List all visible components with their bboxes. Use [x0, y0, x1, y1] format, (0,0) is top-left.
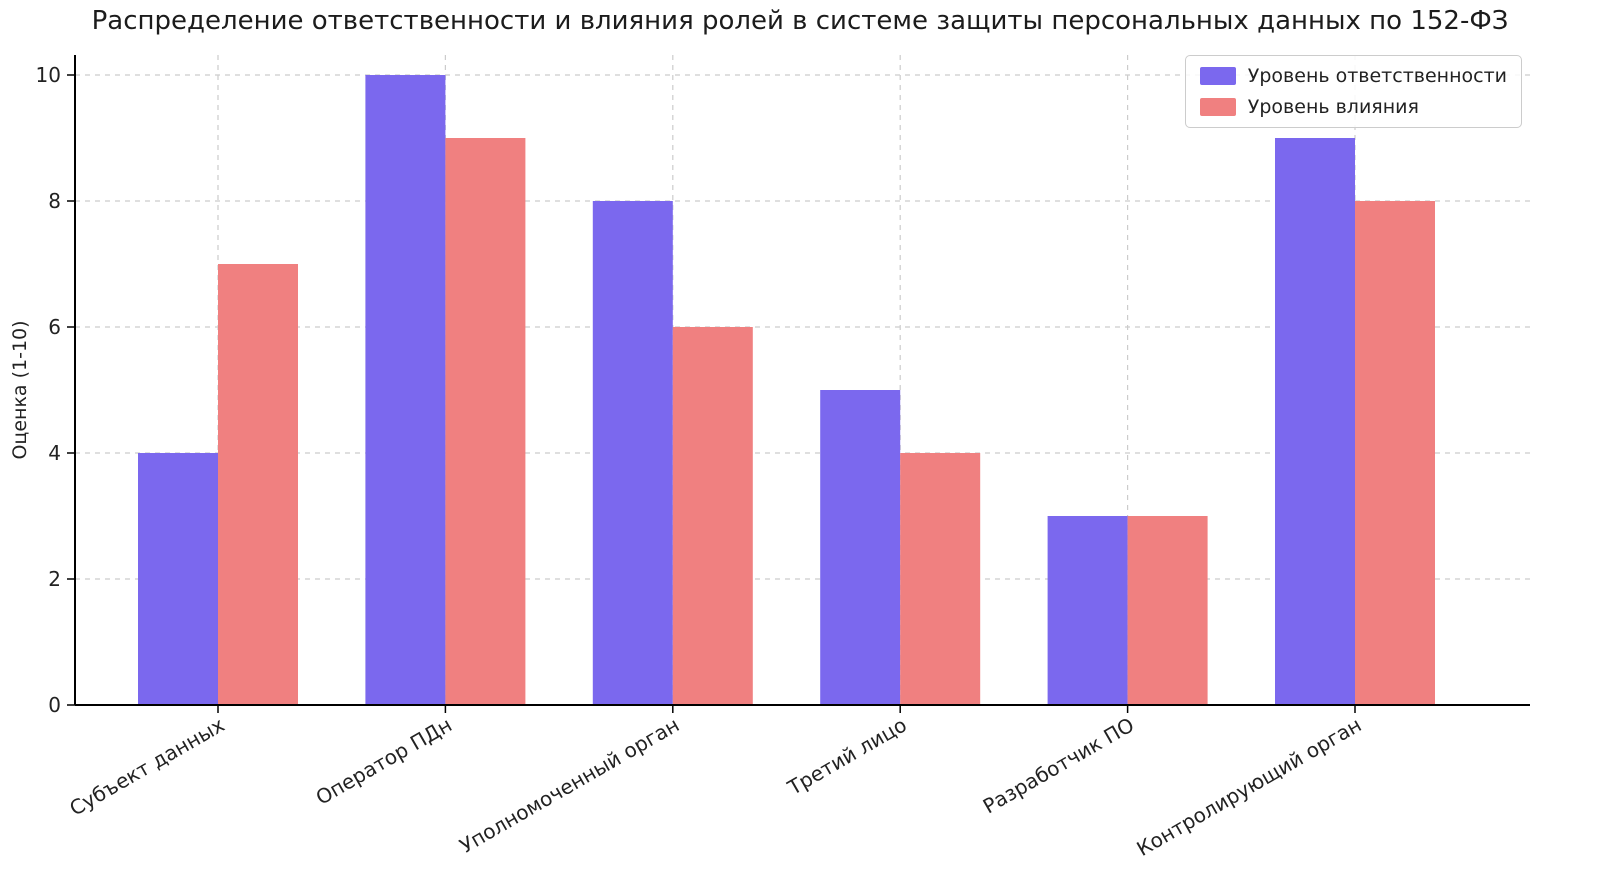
y-tick-label-8: 8 [48, 189, 61, 213]
bar-series1-cat2 [672, 327, 753, 705]
legend-item-influence: Уровень влияния [1199, 96, 1507, 118]
bar-series0-cat3 [820, 390, 901, 705]
bar-series0-cat2 [592, 201, 673, 705]
x-tick-label-0: Субъект данных [65, 712, 228, 820]
x-tick-label-3: Третий лицо [783, 713, 911, 801]
bar-series1-cat3 [900, 453, 981, 705]
x-tick-label-1: Оператор ПДн [312, 713, 456, 810]
legend-label-influence: Уровень влияния [1247, 96, 1419, 118]
bar-series0-cat0 [138, 453, 218, 705]
legend-label-responsibility: Уровень ответственности [1247, 65, 1507, 87]
y-tick-label-10: 10 [36, 63, 61, 87]
bar-series1-cat0 [218, 264, 298, 705]
legend-swatch-influence [1199, 98, 1236, 116]
legend-swatch-responsibility [1199, 67, 1236, 85]
legend: Уровень ответственности Уровень влияния [1184, 55, 1522, 128]
bar-series1-cat4 [1127, 516, 1208, 705]
y-tick-label-0: 0 [48, 693, 61, 717]
x-tick-label-5: Контролирующий орган [1132, 713, 1365, 861]
chart-title: Распределение ответственности и влияния … [91, 6, 1509, 36]
x-tick-label-4: Разработчик ПО [979, 713, 1138, 819]
x-tick-label-2: Уполномоченный орган [456, 713, 684, 858]
legend-item-responsibility: Уровень ответственности [1199, 65, 1507, 87]
y-tick-label-2: 2 [48, 567, 61, 591]
bar-series0-cat1 [365, 75, 446, 705]
bar-series0-cat5 [1275, 138, 1355, 705]
y-tick-label-6: 6 [48, 315, 61, 339]
y-tick-label-4: 4 [48, 441, 61, 465]
bar-series1-cat5 [1355, 201, 1435, 705]
bar-series0-cat4 [1047, 516, 1128, 705]
bar-series1-cat1 [445, 138, 526, 705]
